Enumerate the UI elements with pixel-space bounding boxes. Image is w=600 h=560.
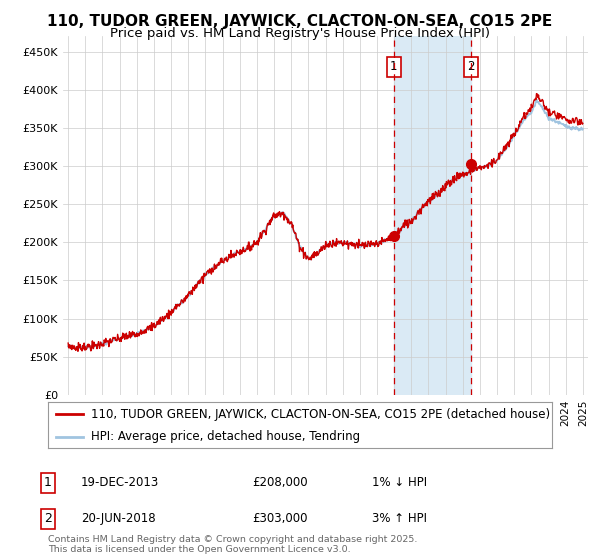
Text: Price paid vs. HM Land Registry's House Price Index (HPI): Price paid vs. HM Land Registry's House … xyxy=(110,27,490,40)
Text: 1% ↓ HPI: 1% ↓ HPI xyxy=(372,476,427,489)
Bar xyxy=(394,36,471,395)
Text: 1: 1 xyxy=(44,476,52,489)
Text: 110, TUDOR GREEN, JAYWICK, CLACTON-ON-SEA, CO15 2PE: 110, TUDOR GREEN, JAYWICK, CLACTON-ON-SE… xyxy=(47,14,553,29)
Text: HPI: Average price, detached house, Tendring: HPI: Average price, detached house, Tend… xyxy=(91,430,360,443)
Text: £303,000: £303,000 xyxy=(252,512,308,525)
Text: 2: 2 xyxy=(44,512,52,525)
Text: 1: 1 xyxy=(390,60,397,73)
Text: 2: 2 xyxy=(467,60,475,73)
Text: 19-DEC-2013: 19-DEC-2013 xyxy=(81,476,159,489)
Text: £208,000: £208,000 xyxy=(252,476,308,489)
Text: 20-JUN-2018: 20-JUN-2018 xyxy=(81,512,155,525)
Text: 3% ↑ HPI: 3% ↑ HPI xyxy=(372,512,427,525)
Text: 110, TUDOR GREEN, JAYWICK, CLACTON-ON-SEA, CO15 2PE (detached house): 110, TUDOR GREEN, JAYWICK, CLACTON-ON-SE… xyxy=(91,408,550,421)
Text: Contains HM Land Registry data © Crown copyright and database right 2025.
This d: Contains HM Land Registry data © Crown c… xyxy=(48,535,418,554)
